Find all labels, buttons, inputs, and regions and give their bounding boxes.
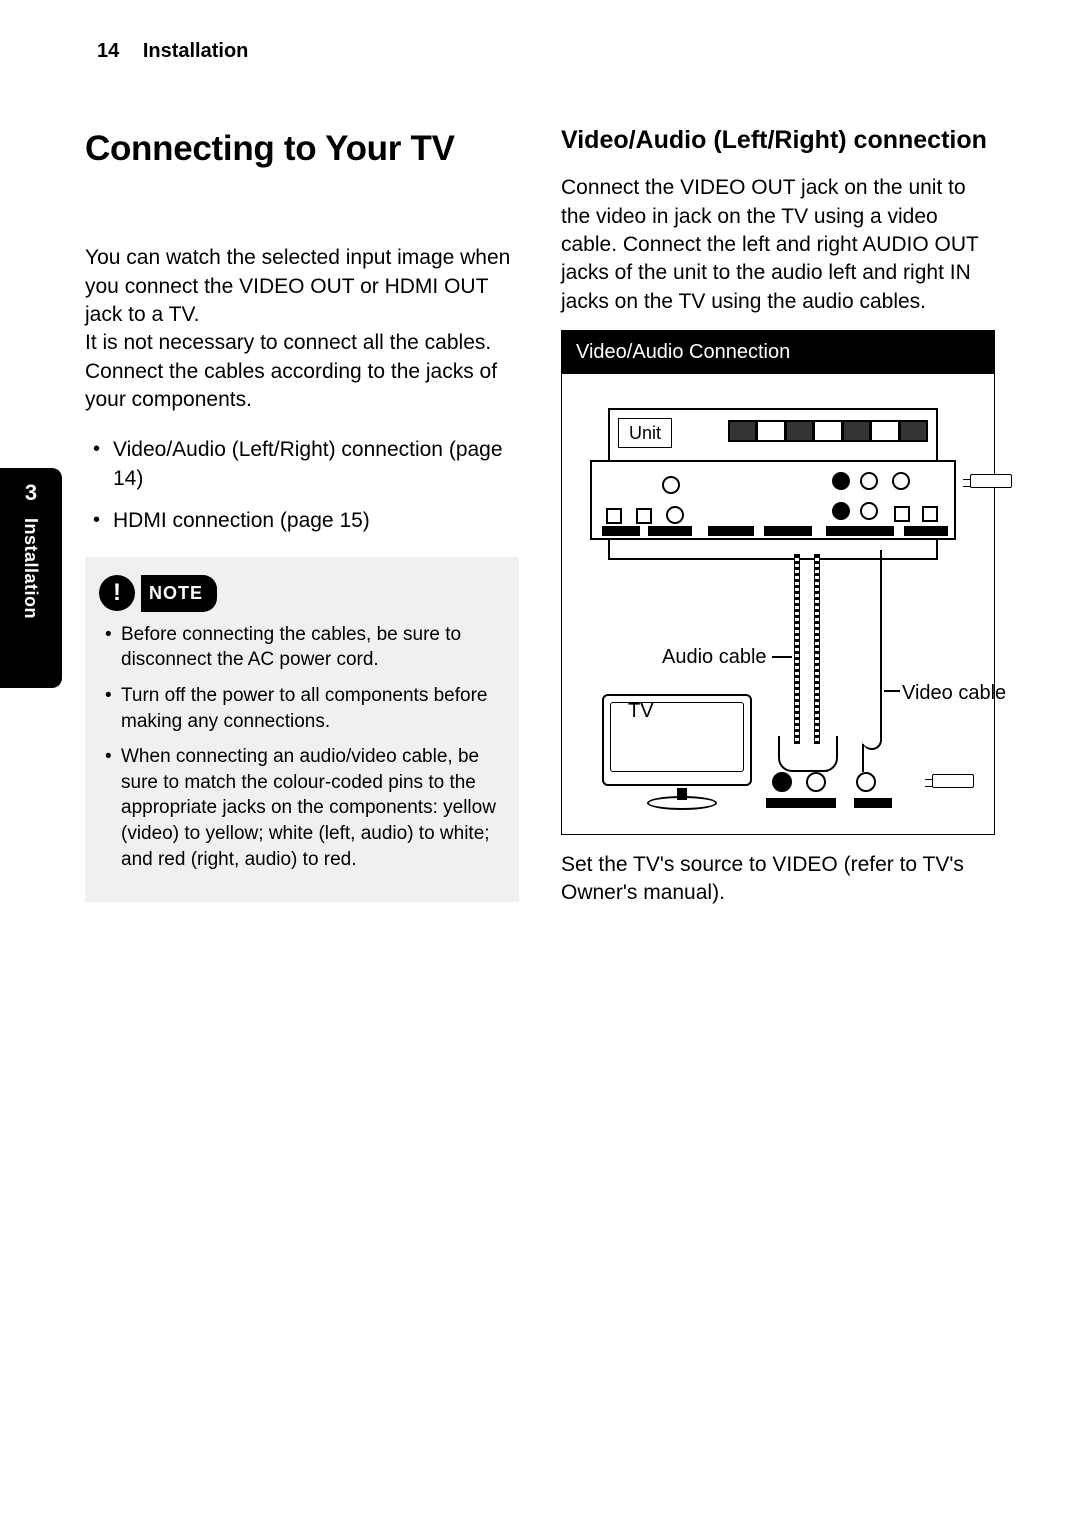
unit-illustration: Unit xyxy=(608,408,938,560)
content-wrapper: Connecting to Your TV You can watch the … xyxy=(85,125,995,910)
audio-cable xyxy=(814,554,820,744)
diagram-frame: Video/Audio Connection Unit xyxy=(561,330,995,835)
unit-label: Unit xyxy=(618,418,672,448)
list-item: HDMI connection (page 15) xyxy=(85,507,519,535)
note-icon: ! xyxy=(99,575,135,611)
unit-back-panel xyxy=(590,460,956,540)
note-title: NOTE xyxy=(141,575,217,611)
audio-cable xyxy=(794,554,800,744)
tv-plug xyxy=(932,774,974,788)
connection-list: Video/Audio (Left/Right) connection (pag… xyxy=(85,436,519,535)
intro-paragraph-1: You can watch the selected input image w… xyxy=(85,244,519,329)
tv-label: TV xyxy=(628,698,654,725)
note-box: ! NOTE Before connecting the cables, be … xyxy=(85,557,519,902)
left-column: Connecting to Your TV You can watch the … xyxy=(85,125,519,910)
section-name: Installation xyxy=(143,40,249,62)
page-number: 14 xyxy=(97,40,119,62)
note-list: Before connecting the cables, be sure to… xyxy=(99,622,505,873)
diagram-body: Unit xyxy=(562,374,994,834)
diagram-title: Video/Audio Connection xyxy=(562,331,994,374)
outro-paragraph: Set the TV's source to VIDEO (refer to T… xyxy=(561,851,995,908)
page-header: 14 Installation xyxy=(97,38,983,65)
intro-paragraph-2: It is not necessary to connect all the c… xyxy=(85,329,519,414)
side-tab-label: Installation xyxy=(19,518,43,619)
list-item: Video/Audio (Left/Right) connection (pag… xyxy=(85,436,519,493)
audio-in-label-strip xyxy=(766,798,836,808)
note-item: Before connecting the cables, be sure to… xyxy=(99,622,505,673)
main-title: Connecting to Your TV xyxy=(85,125,519,172)
side-tab-number: 3 xyxy=(25,478,37,508)
audio-cable-label: Audio cable xyxy=(662,644,767,671)
note-header: ! NOTE xyxy=(99,575,505,611)
tv-illustration xyxy=(602,694,762,804)
video-cable-label: Video cable xyxy=(902,680,1006,707)
video-in-label-strip xyxy=(854,798,892,808)
connection-intro: Connect the VIDEO OUT jack on the unit t… xyxy=(561,174,995,316)
subheading: Video/Audio (Left/Right) connection xyxy=(561,125,995,156)
side-tab: 3 Installation xyxy=(0,468,62,688)
video-cable xyxy=(862,550,882,750)
tv-jacks xyxy=(772,772,876,792)
note-item: Turn off the power to all components bef… xyxy=(99,683,505,734)
unit-display-icons xyxy=(728,420,928,442)
right-column: Video/Audio (Left/Right) connection Conn… xyxy=(561,125,995,910)
note-item: When connecting an audio/video cable, be… xyxy=(99,744,505,872)
